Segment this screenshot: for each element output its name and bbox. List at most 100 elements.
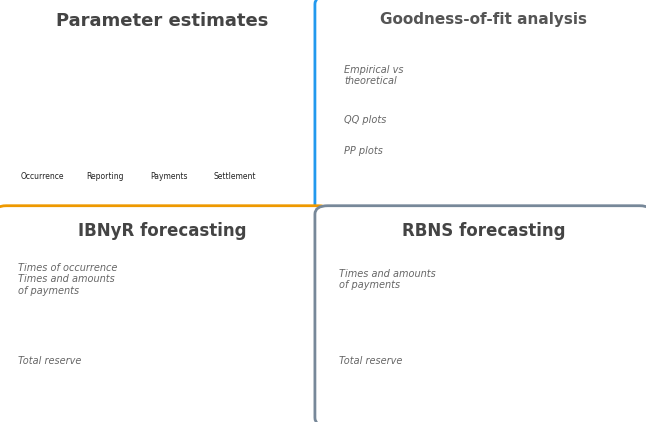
Bar [505,107,507,108]
Bar [474,231,484,316]
Point [555,181,565,187]
Bar [483,100,485,108]
Point [550,187,561,193]
Bar [76,88,118,93]
X-axis label: Time: Time [224,323,232,327]
Bar [76,128,88,133]
Bar [263,273,271,316]
Bar [76,120,90,125]
Text: PP plots: PP plots [344,146,383,156]
Text: Goodness-of-fit analysis: Goodness-of-fit analysis [380,12,587,27]
Y-axis label: Frequency: Frequency [134,262,138,280]
Bar [76,102,105,106]
Bar [503,195,505,197]
Bar [479,93,481,108]
Point [552,186,562,192]
Point [577,156,587,163]
Bar [174,152,176,153]
Point [620,32,630,38]
Point [559,91,570,98]
Point [585,68,595,74]
Point [611,123,621,130]
Bar [478,86,479,108]
Bar [14,35,24,41]
Bar [14,131,23,136]
Bar [160,144,161,153]
Point [608,126,618,133]
Bar [14,101,37,106]
Point [618,117,628,124]
Point [583,149,594,156]
Point [609,46,620,52]
Bar [76,75,123,80]
Bar [14,140,21,145]
Point [610,45,621,52]
Point [558,176,568,183]
Point [572,79,583,86]
Point [548,101,559,108]
Point [559,176,569,183]
Bar [14,116,29,121]
Point [615,118,625,125]
Bar [499,106,501,108]
Point [576,77,586,84]
Bar [14,57,32,62]
Bar [149,111,151,153]
Point [619,37,629,43]
Bar [500,196,503,197]
Point [592,61,602,68]
Point [565,169,576,176]
Bar [486,184,488,197]
Point [585,149,595,155]
Bar [614,313,624,316]
Point [587,67,597,73]
Point [598,53,608,60]
Bar [168,151,169,153]
Bar [76,54,93,59]
Point [556,179,567,185]
Point [598,137,609,143]
Point [558,92,568,99]
Bar [76,141,82,146]
Bar [14,65,49,70]
Point [583,69,594,76]
Point [561,174,571,181]
Point [620,34,630,41]
Point [609,125,619,132]
Point [569,81,579,88]
Bar [76,94,109,98]
Point [581,151,591,158]
Bar [143,51,144,153]
Bar [185,308,193,316]
Bar [144,68,145,153]
Bar [76,81,112,85]
Point [561,90,571,97]
Bar [171,151,172,153]
Bar [169,151,171,153]
Bar [521,292,530,316]
Bar [478,163,481,197]
Bar [151,122,152,153]
Point [550,99,561,106]
Bar [488,189,490,197]
Bar [599,313,609,316]
Point [589,65,599,71]
Point [595,60,605,67]
Point [613,42,623,49]
Bar [250,286,258,316]
Bar [76,41,86,45]
Bar [497,194,500,197]
Point [559,175,570,181]
Bar [162,146,163,153]
Point [579,152,589,159]
Point [576,158,586,165]
Point [620,114,630,121]
Bar [470,55,472,108]
Bar [510,196,512,197]
Point [578,153,589,160]
Point [600,52,610,59]
Point [580,71,590,78]
Text: Times of occurrence
Times and amounts
of payments: Times of occurrence Times and amounts of… [18,263,118,296]
Point [607,127,617,133]
Point [601,52,612,59]
